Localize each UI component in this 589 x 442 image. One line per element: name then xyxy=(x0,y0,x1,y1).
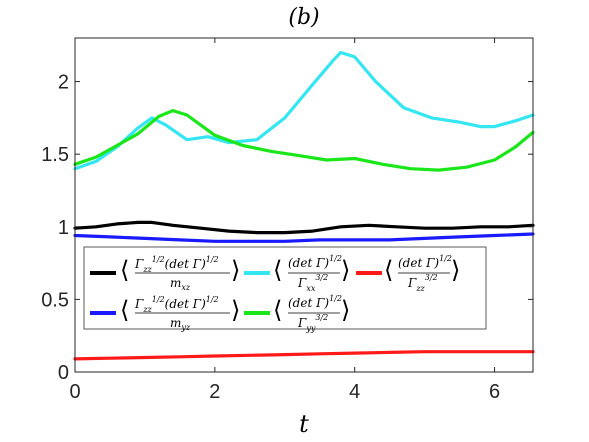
legend-numerator-green: (det Γ)1/2 xyxy=(288,294,342,310)
series-layer xyxy=(73,50,535,361)
legend-numerator-cyan: (det Γ)1/2 xyxy=(288,254,342,270)
y-tick-label-3: 1.5 xyxy=(41,144,69,166)
x-tick-label-0: 0 xyxy=(69,381,80,403)
legend-open-blue: ⟨ xyxy=(120,296,129,324)
legend-box xyxy=(83,246,487,330)
legend-close-cyan: ⟩ xyxy=(341,256,350,284)
chart-title: (b) xyxy=(288,5,319,30)
legend-open-green: ⟨ xyxy=(273,296,282,324)
legend-numerator-red: (det Γ)1/2 xyxy=(398,254,452,270)
legend-close-green: ⟩ xyxy=(341,296,350,324)
series-line-0 xyxy=(73,220,535,235)
series-line-2 xyxy=(73,350,535,361)
legend-label-black: ⟨ xyxy=(120,256,129,284)
x-tick-label-1: 2 xyxy=(209,381,220,403)
legend-close-black: ⟩ xyxy=(231,256,240,284)
y-tick-label-4: 2 xyxy=(58,72,69,94)
y-tick-label-0: 0 xyxy=(58,362,69,384)
x-tick-label-3: 6 xyxy=(489,381,500,403)
axes-frame xyxy=(74,37,534,373)
legend-close-blue: ⟩ xyxy=(231,296,240,324)
legend-open-red: ⟨ xyxy=(384,256,393,284)
legend-entry-blue: ⟨ Γzz1/2(det Γ)1/2 myz ⟩ xyxy=(90,295,240,332)
series-line-3 xyxy=(73,232,535,243)
y-tick-label-2: 1 xyxy=(58,217,69,239)
x-tick-label-2: 4 xyxy=(349,381,360,403)
legend-close-red: ⟩ xyxy=(451,256,460,284)
legend-open-cyan: ⟨ xyxy=(273,256,282,284)
x-axis-label: t xyxy=(299,410,309,438)
y-tick-label-1: 0.5 xyxy=(41,289,69,311)
legend: ⟨ Γzz1/2(det Γ)1/2 mxz ⟩ ⟨ (det Γ)1/2 Γx… xyxy=(83,246,487,333)
series-line-4 xyxy=(73,108,535,172)
axes-layer: 0 2 4 6 0 0.5 1 1.5 2 xyxy=(41,37,534,403)
series-line-1 xyxy=(73,50,535,171)
